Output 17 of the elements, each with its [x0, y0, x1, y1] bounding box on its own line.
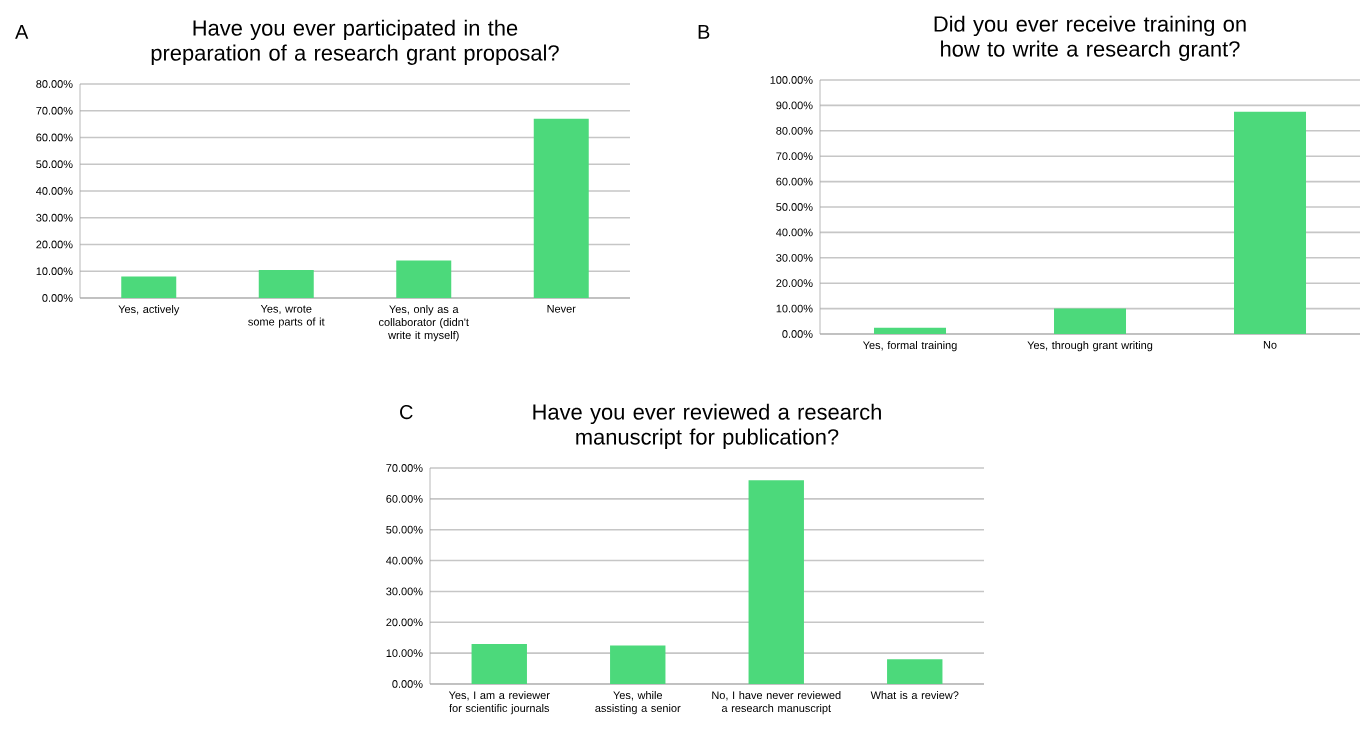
bar [121, 276, 177, 298]
text: C [400, 405, 413, 420]
bar [471, 643, 527, 684]
bar [610, 645, 666, 684]
bar [396, 260, 452, 298]
bar [748, 480, 804, 684]
bar [874, 327, 947, 334]
bar [533, 118, 589, 298]
bar [1234, 111, 1307, 334]
bar [1054, 308, 1127, 334]
text: A [15, 25, 29, 39]
bar [887, 659, 943, 684]
bar [258, 269, 314, 298]
text: B [698, 25, 710, 39]
chart-title: Have you ever reviewed a research manuscript for publication? [533, 403, 881, 449]
chart-title: Have you ever participated in the preparation of a research grant proposal? [151, 19, 559, 65]
chart-title: Did you ever receive training on how to write a research grant? [934, 15, 1246, 61]
